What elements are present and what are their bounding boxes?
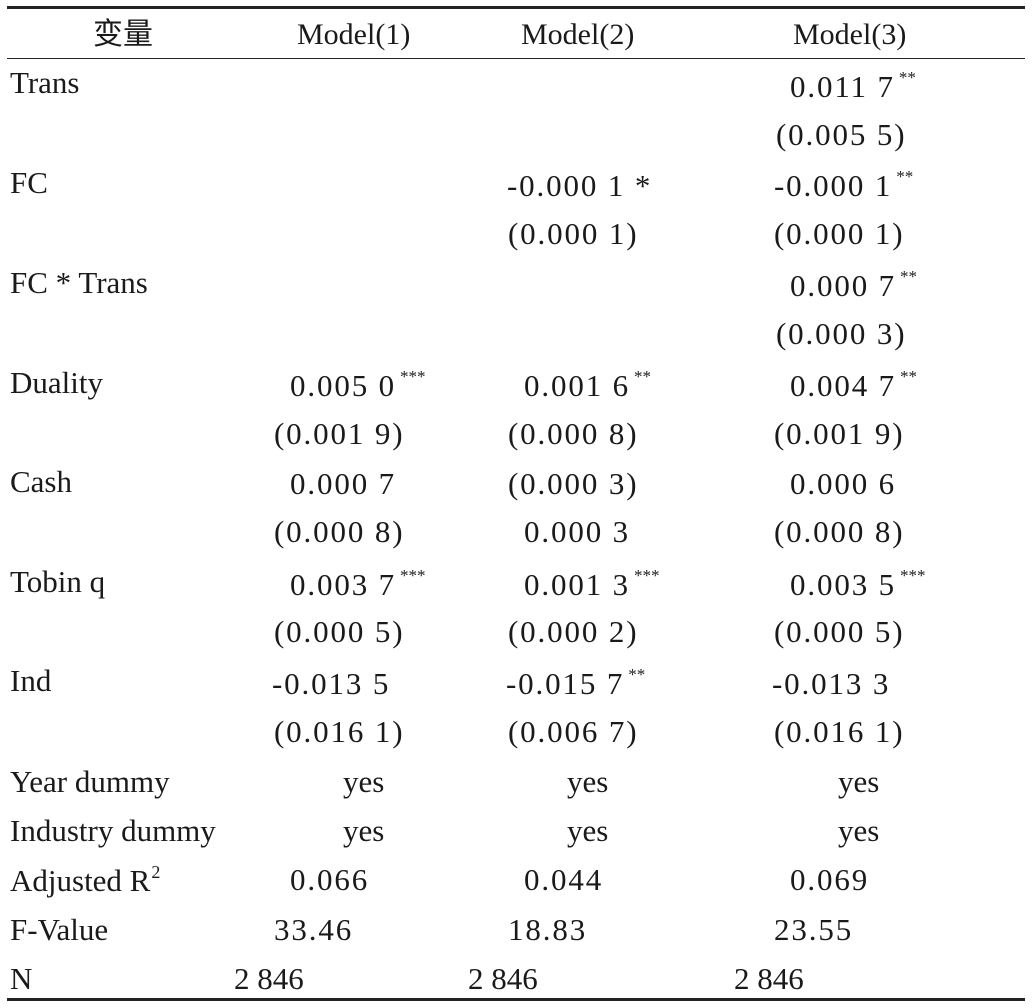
row-label-fc-trans: FC * Trans <box>10 265 148 300</box>
cash-m3-se: (0.000 8) <box>774 514 905 549</box>
adjr2-m1: 0.066 <box>290 862 370 897</box>
top-rule <box>7 6 1025 9</box>
bottom-rule <box>7 998 1025 1001</box>
duality-m3: 0.004 7 ** <box>790 367 918 403</box>
ind-m3: -0.013 3 <box>772 666 891 701</box>
trans-m3-se: (0.005 5) <box>776 117 907 152</box>
ind-m3-se: (0.016 1) <box>774 714 905 749</box>
row-label-year-dummy: Year dummy <box>10 764 170 799</box>
duality-m3-se: (0.001 9) <box>774 416 905 451</box>
header-variable: 变量 <box>93 18 153 51</box>
tobin-m1-se: (0.000 5) <box>274 614 405 649</box>
cash-m1-se: (0.000 8) <box>274 514 405 549</box>
row-label-adjusted-r2: Adjusted R2 <box>10 862 161 898</box>
ind-m2: -0.015 7 ** <box>506 665 646 701</box>
trans-m3: 0.011 7 ** <box>790 68 916 104</box>
duality-m2: 0.001 6 ** <box>524 367 652 403</box>
n-m3: 2 846 <box>734 961 804 996</box>
row-label-n: N <box>10 961 33 996</box>
duality-m2-se: (0.000 8) <box>508 416 639 451</box>
row-label-trans: Trans <box>10 65 80 100</box>
header-model-1: Model(1) <box>297 18 411 51</box>
tobin-m3-se: (0.000 5) <box>774 614 905 649</box>
fc-m3: -0.000 1 ** <box>774 167 914 203</box>
fctrans-m3-se: (0.000 3) <box>776 316 907 351</box>
fc-m2: -0.000 1 * <box>507 168 653 203</box>
row-label-industry-dummy: Industry dummy <box>10 813 216 848</box>
row-label-fc: FC <box>10 165 48 200</box>
fctrans-m3: 0.000 7 ** <box>790 267 918 303</box>
fvalue-m2: 18.83 <box>508 912 588 947</box>
year-m3: yes <box>838 764 880 799</box>
adjr2-m2: 0.044 <box>524 862 604 897</box>
cash-m1: 0.000 7 <box>290 466 397 501</box>
header-rule <box>7 58 1025 59</box>
ind-m1: -0.013 5 <box>272 666 391 701</box>
year-m1: yes <box>343 764 385 799</box>
n-m1: 2 846 <box>234 961 304 996</box>
ind-m1-se: (0.016 1) <box>274 714 405 749</box>
ind-m2-se: (0.006 7) <box>508 714 639 749</box>
row-label-ind: Ind <box>10 663 52 698</box>
industry-m3: yes <box>838 813 880 848</box>
duality-m1: 0.005 0 *** <box>290 367 426 403</box>
cash-m3: 0.000 6 <box>790 466 897 501</box>
fc-m2-se: (0.000 1) <box>508 216 639 251</box>
industry-m1: yes <box>343 813 385 848</box>
n-m2: 2 846 <box>468 961 538 996</box>
duality-m1-se: (0.001 9) <box>274 416 405 451</box>
fvalue-m1: 33.46 <box>274 912 354 947</box>
year-m2: yes <box>567 764 609 799</box>
tobin-m3: 0.003 5 *** <box>790 566 926 602</box>
tobin-m2-se: (0.000 2) <box>508 614 639 649</box>
header-model-2: Model(2) <box>521 18 635 51</box>
tobin-m1: 0.003 7 *** <box>290 566 426 602</box>
tobin-m2: 0.001 3 *** <box>524 566 660 602</box>
fvalue-m3: 23.55 <box>774 912 854 947</box>
row-label-tobin-q: Tobin q <box>10 564 106 599</box>
industry-m2: yes <box>567 813 609 848</box>
row-label-f-value: F-Value <box>10 912 109 947</box>
adjr2-m3: 0.069 <box>790 862 870 897</box>
header-model-3: Model(3) <box>793 18 907 51</box>
row-label-duality: Duality <box>10 365 103 400</box>
fc-m3-se: (0.000 1) <box>774 216 905 251</box>
row-label-cash: Cash <box>10 464 72 499</box>
cash-m2-se: 0.000 3 <box>524 514 631 549</box>
cash-m2: (0.000 3) <box>508 466 639 501</box>
